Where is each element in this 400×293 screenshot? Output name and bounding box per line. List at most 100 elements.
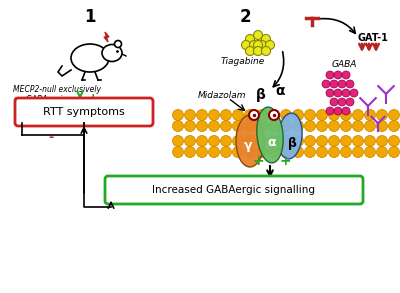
Circle shape [232,120,244,132]
Text: RTT symptoms: RTT symptoms [43,107,125,117]
Circle shape [250,40,258,50]
Ellipse shape [102,45,122,62]
Circle shape [316,110,328,120]
Circle shape [220,135,232,146]
Circle shape [376,120,388,132]
Circle shape [246,47,254,55]
Circle shape [340,146,352,158]
Ellipse shape [71,44,109,72]
Circle shape [262,47,270,55]
Text: α: α [268,137,276,149]
Circle shape [172,120,184,132]
Circle shape [304,146,316,158]
Circle shape [352,120,364,132]
Text: 1: 1 [84,8,96,26]
Circle shape [340,110,352,120]
Circle shape [249,110,259,120]
Circle shape [346,98,354,106]
Circle shape [342,107,350,115]
Circle shape [232,110,244,120]
Circle shape [280,135,292,146]
Circle shape [220,146,232,158]
Circle shape [376,146,388,158]
Circle shape [172,110,184,120]
Circle shape [172,146,184,158]
Text: β: β [256,88,266,102]
Text: MECP2-null exclusively
on GABAergic neurons: MECP2-null exclusively on GABAergic neur… [13,85,101,104]
Circle shape [262,35,270,43]
Text: +: + [279,154,291,168]
Circle shape [244,146,256,158]
Circle shape [280,120,292,132]
Text: Midazolam: Midazolam [198,91,246,100]
Circle shape [352,146,364,158]
Circle shape [256,135,268,146]
Polygon shape [104,32,109,42]
Circle shape [350,89,358,97]
Circle shape [328,135,340,146]
Circle shape [388,135,400,146]
Circle shape [196,110,208,120]
Circle shape [328,110,340,120]
Circle shape [328,146,340,158]
Circle shape [328,120,340,132]
Circle shape [220,110,232,120]
Circle shape [304,135,316,146]
Ellipse shape [236,115,264,167]
Circle shape [292,146,304,158]
Ellipse shape [278,113,302,159]
Circle shape [364,120,376,132]
Text: Tiagabine: Tiagabine [221,57,265,66]
FancyBboxPatch shape [105,176,363,204]
Circle shape [196,146,208,158]
Circle shape [334,89,342,97]
Circle shape [376,135,388,146]
Circle shape [268,110,280,120]
Circle shape [342,89,350,97]
Circle shape [208,146,220,158]
Circle shape [172,135,184,146]
Circle shape [242,40,250,50]
Circle shape [292,110,304,120]
Circle shape [334,71,342,79]
Circle shape [184,110,196,120]
Text: Increased GABAergic signalling: Increased GABAergic signalling [152,185,316,195]
Circle shape [364,146,376,158]
Circle shape [334,107,342,115]
Circle shape [338,98,346,106]
Circle shape [280,146,292,158]
Circle shape [268,120,280,132]
Circle shape [196,135,208,146]
Circle shape [304,110,316,120]
Circle shape [316,146,328,158]
Circle shape [304,120,316,132]
FancyBboxPatch shape [15,98,153,126]
Circle shape [268,146,280,158]
Ellipse shape [114,40,122,47]
Circle shape [338,80,346,88]
Circle shape [292,120,304,132]
Circle shape [196,120,208,132]
Circle shape [258,40,266,50]
Circle shape [254,40,262,50]
Circle shape [220,120,232,132]
Circle shape [388,110,400,120]
Text: GAT-1: GAT-1 [358,33,389,43]
Text: GABA: GABA [331,60,357,69]
Circle shape [254,47,262,55]
Circle shape [256,110,268,120]
Text: +: + [88,91,99,105]
Circle shape [208,110,220,120]
Circle shape [256,146,268,158]
Circle shape [352,110,364,120]
Circle shape [184,120,196,132]
Ellipse shape [257,107,283,163]
Circle shape [254,30,262,40]
Circle shape [184,146,196,158]
Text: +: + [252,154,264,168]
Circle shape [244,120,256,132]
Circle shape [342,71,350,79]
Circle shape [364,135,376,146]
Circle shape [330,98,338,106]
Circle shape [208,135,220,146]
